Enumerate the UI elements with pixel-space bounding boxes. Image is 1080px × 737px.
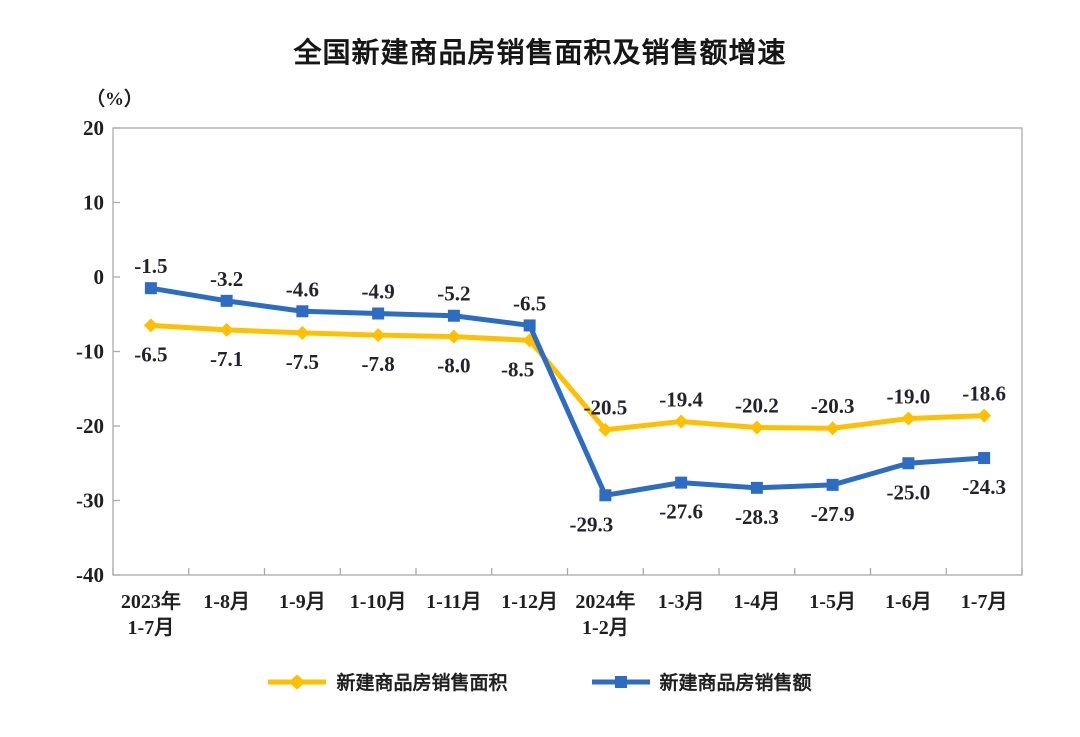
svg-text:-20.3: -20.3 (811, 394, 855, 418)
marker-diamond-icon (977, 408, 992, 423)
svg-text:-4.9: -4.9 (362, 280, 395, 304)
legend: 新建商品房销售面积 新建商品房销售额 (0, 668, 1080, 695)
legend-item-sales-amount: 新建商品房销售额 (591, 668, 812, 695)
svg-text:1-11月: 1-11月 (426, 591, 482, 613)
svg-text:1-3月: 1-3月 (658, 591, 705, 613)
marker-diamond-icon (446, 329, 461, 344)
svg-text:2024年: 2024年 (575, 589, 635, 613)
svg-text:-24.3: -24.3 (962, 475, 1006, 499)
marker-square-icon (826, 478, 839, 491)
marker-diamond-icon (598, 422, 613, 437)
svg-text:2023年: 2023年 (121, 589, 181, 613)
marker-square-icon (978, 452, 991, 465)
svg-text:-7.8: -7.8 (362, 352, 395, 376)
svg-text:-6.5: -6.5 (513, 291, 546, 315)
marker-square-icon (675, 476, 688, 489)
marker-diamond-icon (295, 325, 310, 340)
svg-text:-27.6: -27.6 (659, 500, 703, 524)
svg-text:20: 20 (83, 116, 104, 140)
svg-text:-10: -10 (76, 340, 104, 364)
chart-title: 全国新建商品房销售面积及销售额增速 (293, 37, 787, 68)
marker-square-icon (372, 307, 385, 320)
svg-text:1-10月: 1-10月 (350, 591, 407, 613)
svg-text:-8.0: -8.0 (437, 354, 470, 378)
series-line-0 (150, 322, 985, 433)
svg-text:-18.6: -18.6 (962, 382, 1006, 406)
svg-text:1-7月: 1-7月 (128, 617, 175, 639)
marker-diamond-icon (674, 414, 689, 429)
marker-diamond-icon (825, 421, 840, 436)
legend-label-sales-area: 新建商品房销售面积 (336, 673, 508, 694)
y-axis-unit-label: （%） (86, 89, 144, 110)
marker-square-icon (296, 305, 309, 318)
axes (112, 127, 1023, 576)
marker-diamond-icon (371, 328, 386, 343)
svg-text:10: 10 (83, 191, 104, 215)
x-axis: 2023年 1-7月 1-8月 1-9月 1-10月 1-11月 1-12月 2024年 1-2… (112, 568, 1023, 639)
svg-text:1-5月: 1-5月 (809, 591, 856, 613)
svg-text:1-2月: 1-2月 (582, 617, 629, 639)
svg-text:-5.2: -5.2 (437, 282, 470, 306)
svg-text:-19.0: -19.0 (887, 385, 931, 409)
legend-marker-diamond-icon (268, 674, 327, 689)
marker-square-icon (144, 282, 157, 295)
y-axis: 20 10 0 -10 -20 -30 -40 (76, 116, 120, 587)
plot-border (112, 127, 1023, 576)
svg-text:-27.9: -27.9 (811, 502, 855, 526)
svg-text:1-6月: 1-6月 (885, 591, 932, 613)
svg-text:-7.5: -7.5 (286, 350, 319, 374)
svg-text:1-4月: 1-4月 (734, 591, 781, 613)
svg-text:-20: -20 (76, 414, 104, 438)
svg-text:-28.3: -28.3 (735, 505, 779, 529)
svg-text:1-7月: 1-7月 (961, 591, 1008, 613)
svg-text:-29.3: -29.3 (570, 512, 614, 536)
svg-text:0: 0 (94, 265, 105, 289)
legend-marker-square-icon (591, 675, 650, 688)
svg-text:-30: -30 (76, 489, 104, 513)
marker-diamond-icon (749, 420, 764, 435)
svg-text:-20.2: -20.2 (735, 393, 779, 417)
marker-square-icon (220, 294, 233, 307)
marker-square-icon (523, 319, 536, 332)
svg-text:-7.1: -7.1 (210, 347, 243, 371)
svg-text:-19.4: -19.4 (659, 388, 703, 412)
svg-text:1-9月: 1-9月 (279, 591, 326, 613)
series-1 (144, 282, 991, 502)
svg-text:1-12月: 1-12月 (501, 591, 558, 613)
marker-diamond-icon (901, 411, 916, 426)
series-0 (143, 318, 992, 437)
marker-diamond-icon (143, 318, 158, 333)
marker-square-icon (599, 489, 612, 502)
marker-diamond-icon (219, 322, 234, 337)
legend-label-sales-amount: 新建商品房销售额 (659, 673, 812, 694)
svg-text:-8.5: -8.5 (501, 357, 534, 381)
svg-text:-3.2: -3.2 (210, 267, 243, 291)
svg-text:-6.5: -6.5 (134, 342, 167, 366)
marker-square-icon (447, 309, 460, 322)
legend-item-sales-area: 新建商品房销售面积 (268, 668, 508, 695)
svg-text:-1.5: -1.5 (134, 254, 167, 278)
data-labels: -6.5 -7.1 -7.5 -7.8 -8.0 -8.5 -20.5 -19.4 -20.2 -… (134, 254, 1006, 536)
svg-text:1-8月: 1-8月 (203, 591, 250, 613)
svg-text:-25.0: -25.0 (887, 480, 931, 504)
marker-square-icon (750, 481, 763, 494)
svg-text:-20.5: -20.5 (584, 396, 628, 420)
svg-text:-4.6: -4.6 (286, 277, 319, 301)
series-line-1 (150, 285, 985, 498)
svg-text:-40: -40 (76, 563, 104, 587)
marker-square-icon (902, 457, 915, 470)
